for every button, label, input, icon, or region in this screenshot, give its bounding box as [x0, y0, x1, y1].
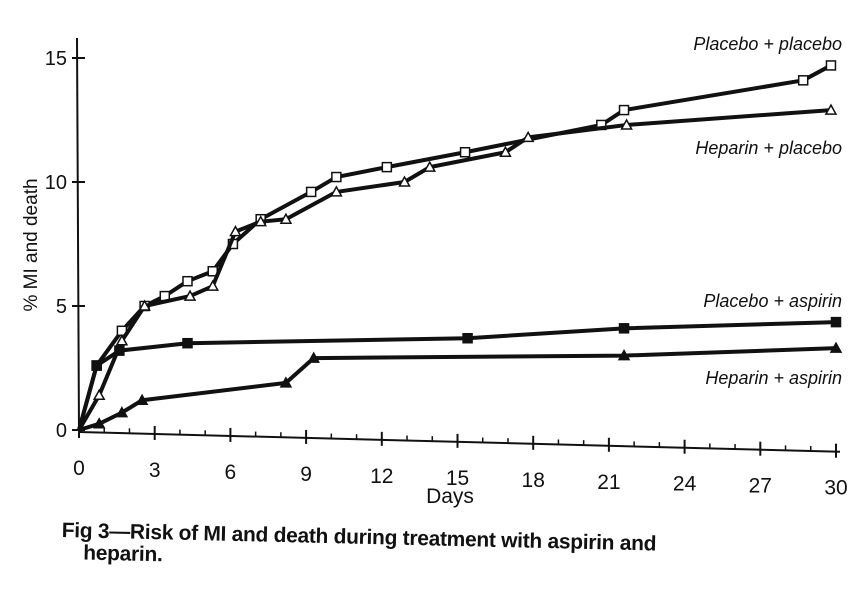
- data-point: [92, 417, 106, 429]
- data-point: [206, 279, 220, 291]
- x-tick-label: 6: [225, 461, 237, 484]
- x-tick-label: 30: [824, 477, 847, 500]
- data-point: [829, 341, 843, 353]
- x-tick-label: 24: [673, 473, 697, 496]
- data-point: [115, 334, 129, 346]
- data-point: [499, 145, 512, 157]
- data-point: [254, 215, 267, 227]
- data-point: [183, 289, 197, 301]
- y-tick-label: 5: [56, 296, 67, 318]
- data-point: [135, 393, 149, 405]
- data-point: [307, 351, 320, 363]
- data-point: [797, 75, 809, 86]
- data-point: [279, 376, 293, 388]
- series-label: Heparin + placebo: [695, 138, 842, 158]
- series-label: Placebo + placebo: [693, 34, 842, 54]
- data-point: [92, 388, 106, 401]
- data-point: [114, 345, 125, 356]
- data-point: [462, 332, 473, 344]
- y-tick-label: 0: [56, 420, 67, 442]
- data-point: [182, 337, 193, 349]
- data-point: [91, 360, 102, 371]
- data-point: [423, 160, 437, 172]
- series-line-3: [78, 346, 837, 432]
- x-axis: [78, 431, 841, 453]
- data-point: [618, 104, 630, 116]
- data-point: [279, 212, 293, 224]
- y-tick-label: 10: [45, 172, 67, 194]
- y-axis-label: % MI and death: [21, 178, 42, 311]
- data-point: [617, 349, 631, 361]
- data-point: [620, 118, 633, 130]
- x-tick-label: 18: [522, 469, 545, 492]
- x-tick-label: 15: [446, 467, 469, 490]
- data-point: [331, 171, 342, 183]
- x-axis-label: Days: [426, 485, 474, 508]
- x-tick-label: 0: [73, 457, 85, 480]
- y-tick-label: 15: [45, 48, 67, 70]
- data-point: [398, 175, 411, 187]
- data-point: [115, 406, 129, 418]
- data-point: [459, 146, 471, 158]
- data-point: [229, 225, 242, 237]
- x-tick-label: 21: [597, 471, 620, 494]
- y-axis: [76, 37, 80, 434]
- x-tick-label: 27: [749, 475, 772, 498]
- data-point: [825, 60, 837, 71]
- data-point: [182, 275, 193, 287]
- data-point: [138, 299, 151, 311]
- x-tick-label: 12: [370, 465, 393, 488]
- x-tick-label: 3: [149, 459, 161, 482]
- data-point: [618, 323, 630, 334]
- x-tick-label: 9: [300, 463, 312, 486]
- series-line-1: [77, 108, 832, 432]
- data-point: [521, 130, 535, 143]
- data-point: [381, 161, 393, 173]
- data-point: [830, 316, 842, 328]
- data-point: [305, 186, 317, 198]
- data-point: [330, 185, 343, 197]
- data-point: [824, 103, 838, 115]
- series-label: Placebo + aspirin: [703, 291, 842, 311]
- series-label: Heparin + aspirin: [705, 368, 842, 388]
